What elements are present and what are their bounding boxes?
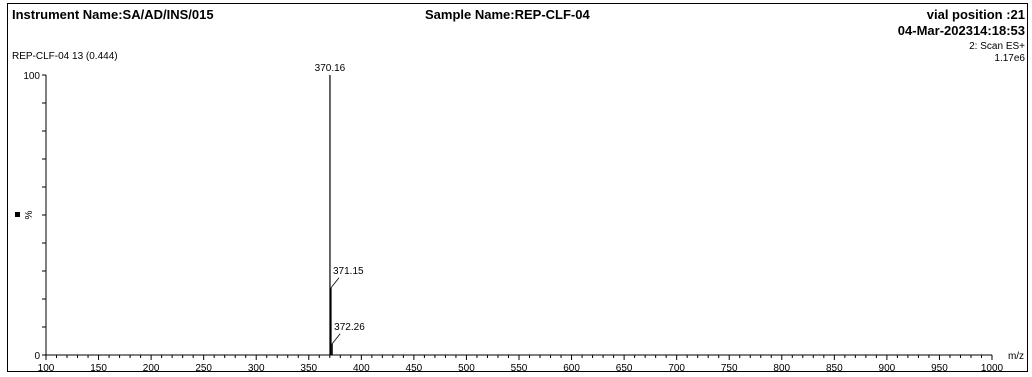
x-tick-label: 350 — [300, 363, 317, 374]
vial-position: vial position :21 — [926, 7, 1025, 22]
y-tick-label: 100 — [23, 71, 40, 82]
x-tick-label: 300 — [248, 363, 265, 374]
x-tick-label: 650 — [616, 363, 633, 374]
instrument-name: Instrument Name:SA/AD/INS/015 — [12, 7, 214, 22]
sample-name: Sample Name:REP-CLF-04 — [425, 7, 590, 22]
x-tick-label: 500 — [458, 363, 475, 374]
peak-label: 371.15 — [333, 266, 364, 277]
x-tick-label: 850 — [826, 363, 843, 374]
x-tick-label: 750 — [721, 363, 738, 374]
y-tick-label: 0 — [34, 351, 40, 362]
trace-label: REP-CLF-04 13 (0.444) — [12, 51, 118, 62]
x-tick-label: 900 — [879, 363, 896, 374]
scan-mode: 2: Scan ES+ — [969, 41, 1025, 52]
peak-label: 372.26 — [334, 322, 365, 333]
intensity-scale: 1.17e6 — [994, 53, 1025, 64]
x-tick-label: 700 — [668, 363, 685, 374]
x-tick-label: 600 — [563, 363, 580, 374]
peak-leader — [330, 277, 340, 289]
x-tick-label: 100 — [38, 363, 55, 374]
x-tick-label: 1000 — [981, 363, 1004, 374]
acquisition-datetime: 04-Mar-202314:18:53 — [897, 23, 1025, 38]
x-axis-label: m/z — [1008, 351, 1024, 362]
x-tick-label: 450 — [406, 363, 423, 374]
spectrum-frame — [7, 3, 1028, 372]
peak-leader — [331, 333, 341, 345]
y-axis-label: % — [24, 210, 35, 219]
x-tick-label: 250 — [195, 363, 212, 374]
x-tick-label: 150 — [90, 363, 107, 374]
y-axis-marker — [15, 212, 20, 217]
x-tick-label: 400 — [353, 363, 370, 374]
peak-label: 370.16 — [315, 63, 346, 74]
x-tick-label: 550 — [511, 363, 528, 374]
x-tick-label: 200 — [143, 363, 160, 374]
x-tick-label: 800 — [773, 363, 790, 374]
x-tick-label: 950 — [931, 363, 948, 374]
